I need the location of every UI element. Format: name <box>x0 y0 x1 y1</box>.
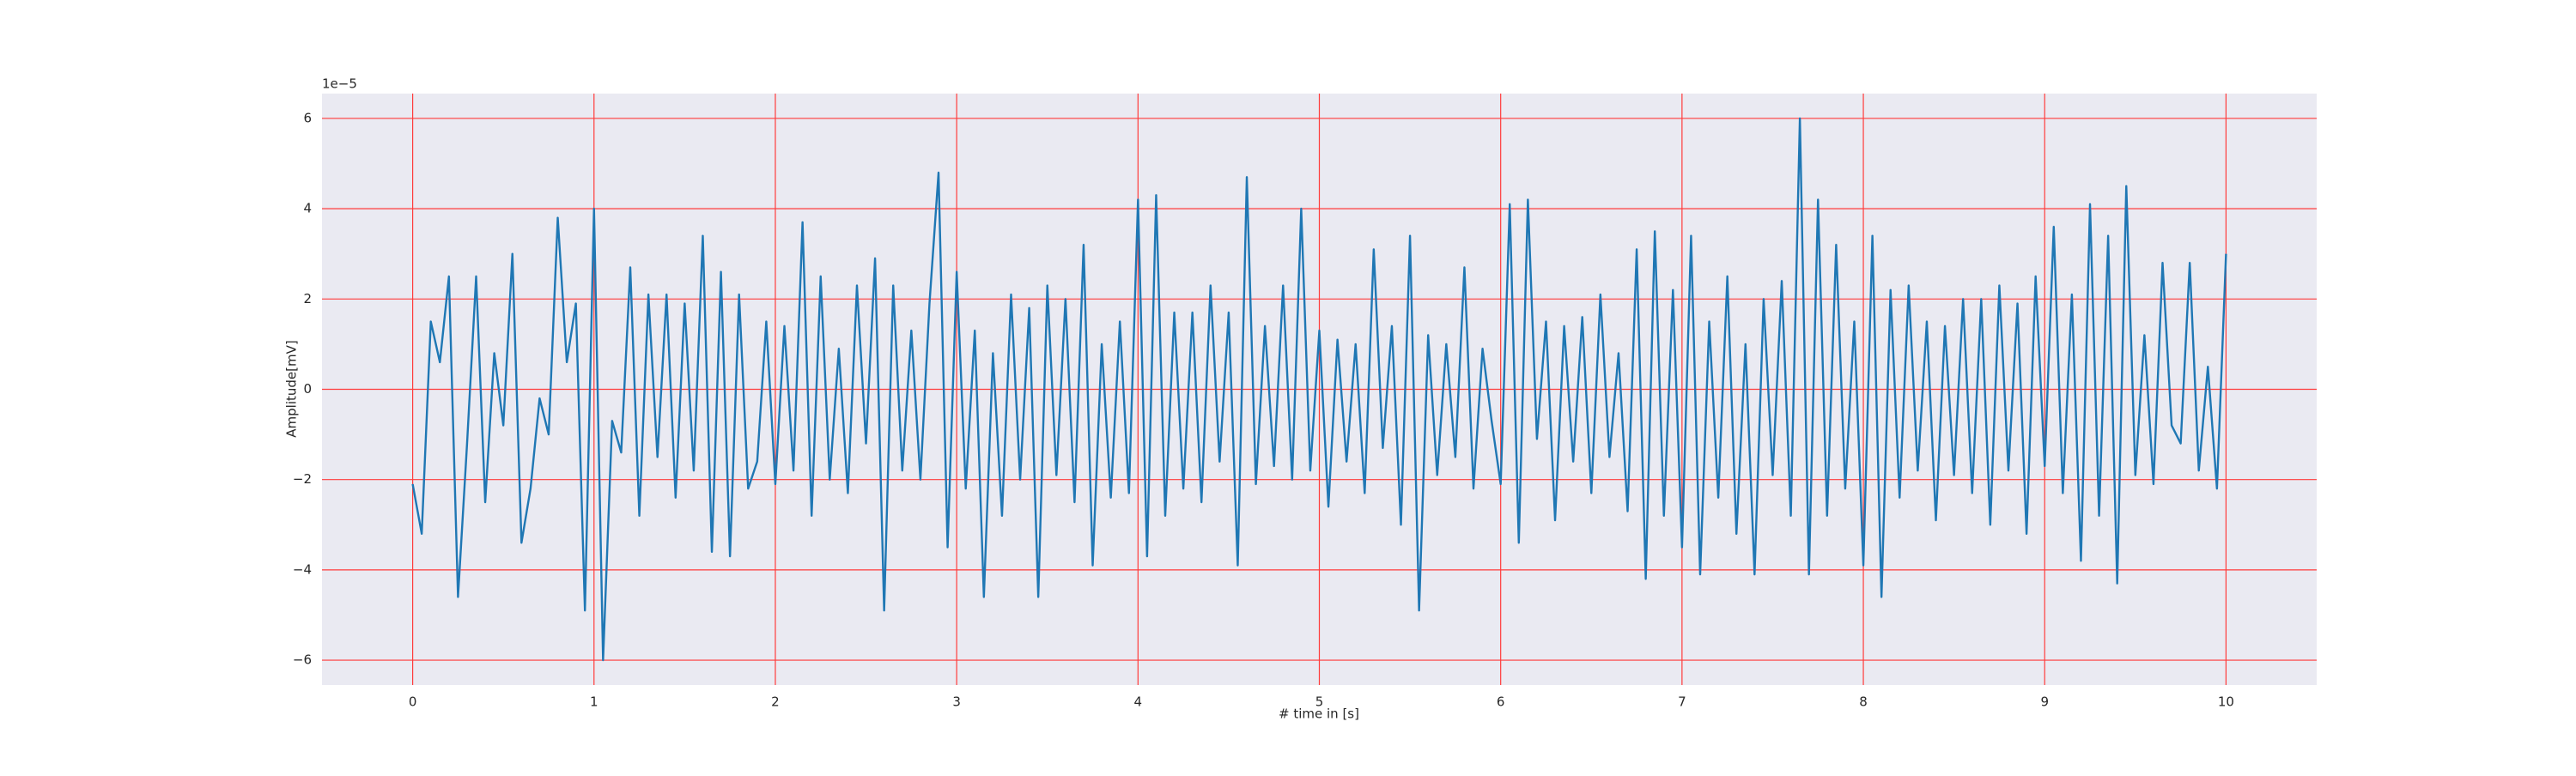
x-tick-label: 5 <box>1315 694 1324 710</box>
y-axis-label: Amplitude[mV] <box>284 340 300 437</box>
x-tick-label: 8 <box>1859 694 1868 710</box>
y-tick-label: 4 <box>303 201 312 216</box>
y-tick-label: −6 <box>293 652 312 668</box>
x-tick-label: 6 <box>1497 694 1505 710</box>
x-tick-label: 2 <box>771 694 780 710</box>
y-tick-label: 6 <box>303 110 312 125</box>
x-tick-label: 4 <box>1134 694 1143 710</box>
x-axis-label: # time in [s] <box>1279 706 1359 722</box>
x-tick-label: 3 <box>952 694 961 710</box>
x-tick-label: 10 <box>2218 694 2234 710</box>
y-tick-label: 2 <box>303 291 312 306</box>
x-tick-label: 0 <box>409 694 417 710</box>
y-tick-label: −4 <box>293 561 312 577</box>
y-tick-label: 0 <box>303 381 312 397</box>
x-tick-label: 7 <box>1678 694 1686 710</box>
y-offset-label: 1e−5 <box>322 76 357 92</box>
signal-line <box>411 117 2227 662</box>
x-tick-label: 1 <box>590 694 598 710</box>
y-tick-label: −2 <box>293 471 312 487</box>
x-tick-label: 9 <box>2040 694 2049 710</box>
